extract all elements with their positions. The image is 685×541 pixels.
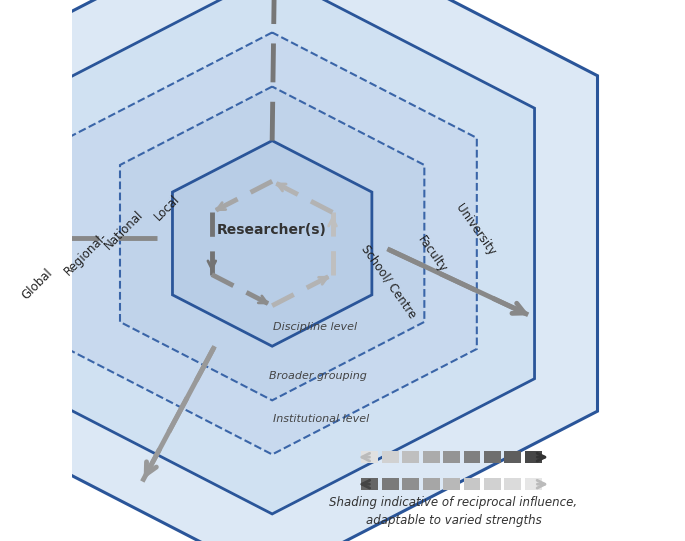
Bar <box>504 451 521 463</box>
Bar <box>443 478 460 490</box>
Bar <box>464 478 480 490</box>
Text: Discipline level: Discipline level <box>273 322 358 332</box>
Text: Local: Local <box>151 193 182 223</box>
Bar <box>423 451 440 463</box>
Polygon shape <box>68 32 477 454</box>
Text: Regional-: Regional- <box>62 230 110 279</box>
Bar <box>464 451 480 463</box>
Bar <box>525 478 542 490</box>
Text: Faculty: Faculty <box>414 234 449 275</box>
Text: Broader grouping: Broader grouping <box>269 371 367 381</box>
Text: School/ Centre: School/ Centre <box>358 242 419 320</box>
Text: Global: Global <box>19 266 55 302</box>
Bar <box>504 478 521 490</box>
Polygon shape <box>0 0 597 541</box>
Bar <box>402 451 419 463</box>
Bar <box>525 451 542 463</box>
Polygon shape <box>120 87 424 400</box>
Bar <box>382 451 399 463</box>
Polygon shape <box>10 0 534 514</box>
Bar <box>423 478 440 490</box>
Bar <box>443 451 460 463</box>
Polygon shape <box>173 141 372 346</box>
Text: University: University <box>453 202 497 258</box>
Text: National: National <box>101 208 145 252</box>
Text: Institutional level: Institutional level <box>273 414 369 424</box>
Bar <box>402 478 419 490</box>
Bar <box>362 451 378 463</box>
Bar <box>382 478 399 490</box>
Text: Researcher(s): Researcher(s) <box>217 223 327 237</box>
Bar <box>484 478 501 490</box>
Bar <box>362 478 378 490</box>
Bar <box>484 451 501 463</box>
Text: Shading indicative of reciprocal influence,
adaptable to varied strengths: Shading indicative of reciprocal influen… <box>329 496 577 527</box>
